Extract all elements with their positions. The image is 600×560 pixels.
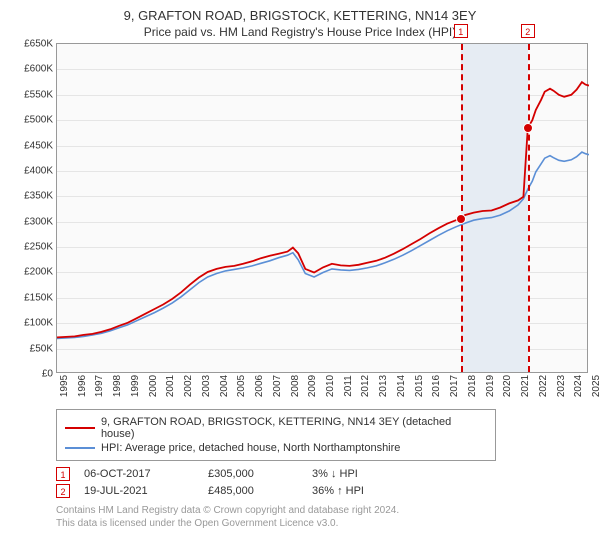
chart-title: 9, GRAFTON ROAD, BRIGSTOCK, KETTERING, N…: [12, 8, 588, 23]
sales-table: 1 06-OCT-2017 £305,000 3% ↓ HPI 2 19-JUL-2021…: [56, 467, 588, 498]
legend: 9, GRAFTON ROAD, BRIGSTOCK, KETTERING, N…: [56, 409, 496, 461]
footnote-line-2: This data is licensed under the Open Gov…: [56, 517, 588, 530]
sale-date: 06-OCT-2017: [84, 468, 194, 480]
x-axis-label: 2000: [146, 375, 159, 397]
y-axis-label: £200K: [24, 267, 57, 278]
x-axis-label: 2005: [234, 375, 247, 397]
x-axis-label: 2023: [554, 375, 567, 397]
sale-index-box: 1: [56, 467, 70, 481]
series-line: [57, 152, 589, 338]
chart-subtitle: Price paid vs. HM Land Registry's House …: [12, 25, 588, 39]
x-axis-label: 2022: [536, 375, 549, 397]
x-axis-label: 2020: [500, 375, 513, 397]
x-axis-label: 2017: [447, 375, 460, 397]
x-axis-label: 2001: [163, 375, 176, 397]
x-axis-label: 2015: [412, 375, 425, 397]
sale-marker-line: [461, 44, 463, 372]
x-axis-label: 2011: [341, 375, 354, 397]
plot-region: £0£50K£100K£150K£200K£250K£300K£350K£400…: [56, 43, 588, 373]
x-axis-label: 2006: [252, 375, 265, 397]
x-axis-label: 2019: [483, 375, 496, 397]
y-axis-label: £50K: [30, 343, 57, 354]
x-axis-label: 2007: [270, 375, 283, 397]
legend-swatch: [65, 447, 95, 449]
x-axis-label: 2004: [217, 375, 230, 397]
y-axis-label: £650K: [24, 39, 57, 50]
x-axis-label: 1998: [110, 375, 123, 397]
y-axis-label: £450K: [24, 140, 57, 151]
legend-swatch: [65, 427, 95, 429]
series-svg: [57, 44, 589, 374]
legend-label: HPI: Average price, detached house, Nort…: [101, 442, 400, 454]
x-axis-label: 1995: [57, 375, 70, 397]
sale-price: £485,000: [208, 485, 298, 497]
x-axis-label: 2010: [323, 375, 336, 397]
sale-marker-dot: [523, 123, 533, 133]
sale-marker-dot: [456, 214, 466, 224]
series-line: [57, 82, 589, 337]
legend-item: HPI: Average price, detached house, Nort…: [65, 442, 487, 454]
x-axis-label: 2024: [571, 375, 584, 397]
x-axis-label: 2016: [429, 375, 442, 397]
x-axis-label: 1996: [75, 375, 88, 397]
sale-row: 1 06-OCT-2017 £305,000 3% ↓ HPI: [56, 467, 588, 481]
sale-date: 19-JUL-2021: [84, 485, 194, 497]
x-axis-label: 2014: [394, 375, 407, 397]
x-axis-label: 2008: [288, 375, 301, 397]
sale-price: £305,000: [208, 468, 298, 480]
y-axis-label: £150K: [24, 292, 57, 303]
y-axis-label: £0: [42, 369, 57, 380]
sale-marker-line: [528, 44, 530, 372]
y-axis-label: £500K: [24, 115, 57, 126]
sale-index-box: 2: [56, 484, 70, 498]
y-axis-label: £350K: [24, 191, 57, 202]
x-axis-label: 1999: [128, 375, 141, 397]
x-axis-label: 2025: [589, 375, 600, 397]
sale-row: 2 19-JUL-2021 £485,000 36% ↑ HPI: [56, 484, 588, 498]
y-axis-label: £100K: [24, 318, 57, 329]
x-axis-label: 2021: [518, 375, 531, 397]
x-axis-label: 2009: [305, 375, 318, 397]
x-axis-label: 1997: [92, 375, 105, 397]
y-axis-label: £300K: [24, 216, 57, 227]
sale-marker-flag: 1: [454, 24, 468, 38]
x-axis-label: 2012: [358, 375, 371, 397]
sale-hpi-note: 3% ↓ HPI: [312, 468, 358, 480]
footnote-line-1: Contains HM Land Registry data © Crown c…: [56, 504, 588, 517]
legend-label: 9, GRAFTON ROAD, BRIGSTOCK, KETTERING, N…: [101, 416, 487, 440]
x-axis-label: 2013: [376, 375, 389, 397]
x-axis-label: 2002: [181, 375, 194, 397]
x-axis-label: 2003: [199, 375, 212, 397]
y-axis-label: £400K: [24, 165, 57, 176]
sale-hpi-note: 36% ↑ HPI: [312, 485, 364, 497]
sale-marker-flag: 2: [521, 24, 535, 38]
chart-area: £0 £50K £100K £150K £200K £250K £300K £350K £400…: [12, 43, 588, 403]
x-axis-label: 2018: [465, 375, 478, 397]
legend-item: 9, GRAFTON ROAD, BRIGSTOCK, KETTERING, N…: [65, 416, 487, 440]
y-axis-label: £600K: [24, 64, 57, 75]
footnote: Contains HM Land Registry data © Crown c…: [56, 504, 588, 530]
y-axis-label: £550K: [24, 89, 57, 100]
y-axis-label: £250K: [24, 242, 57, 253]
